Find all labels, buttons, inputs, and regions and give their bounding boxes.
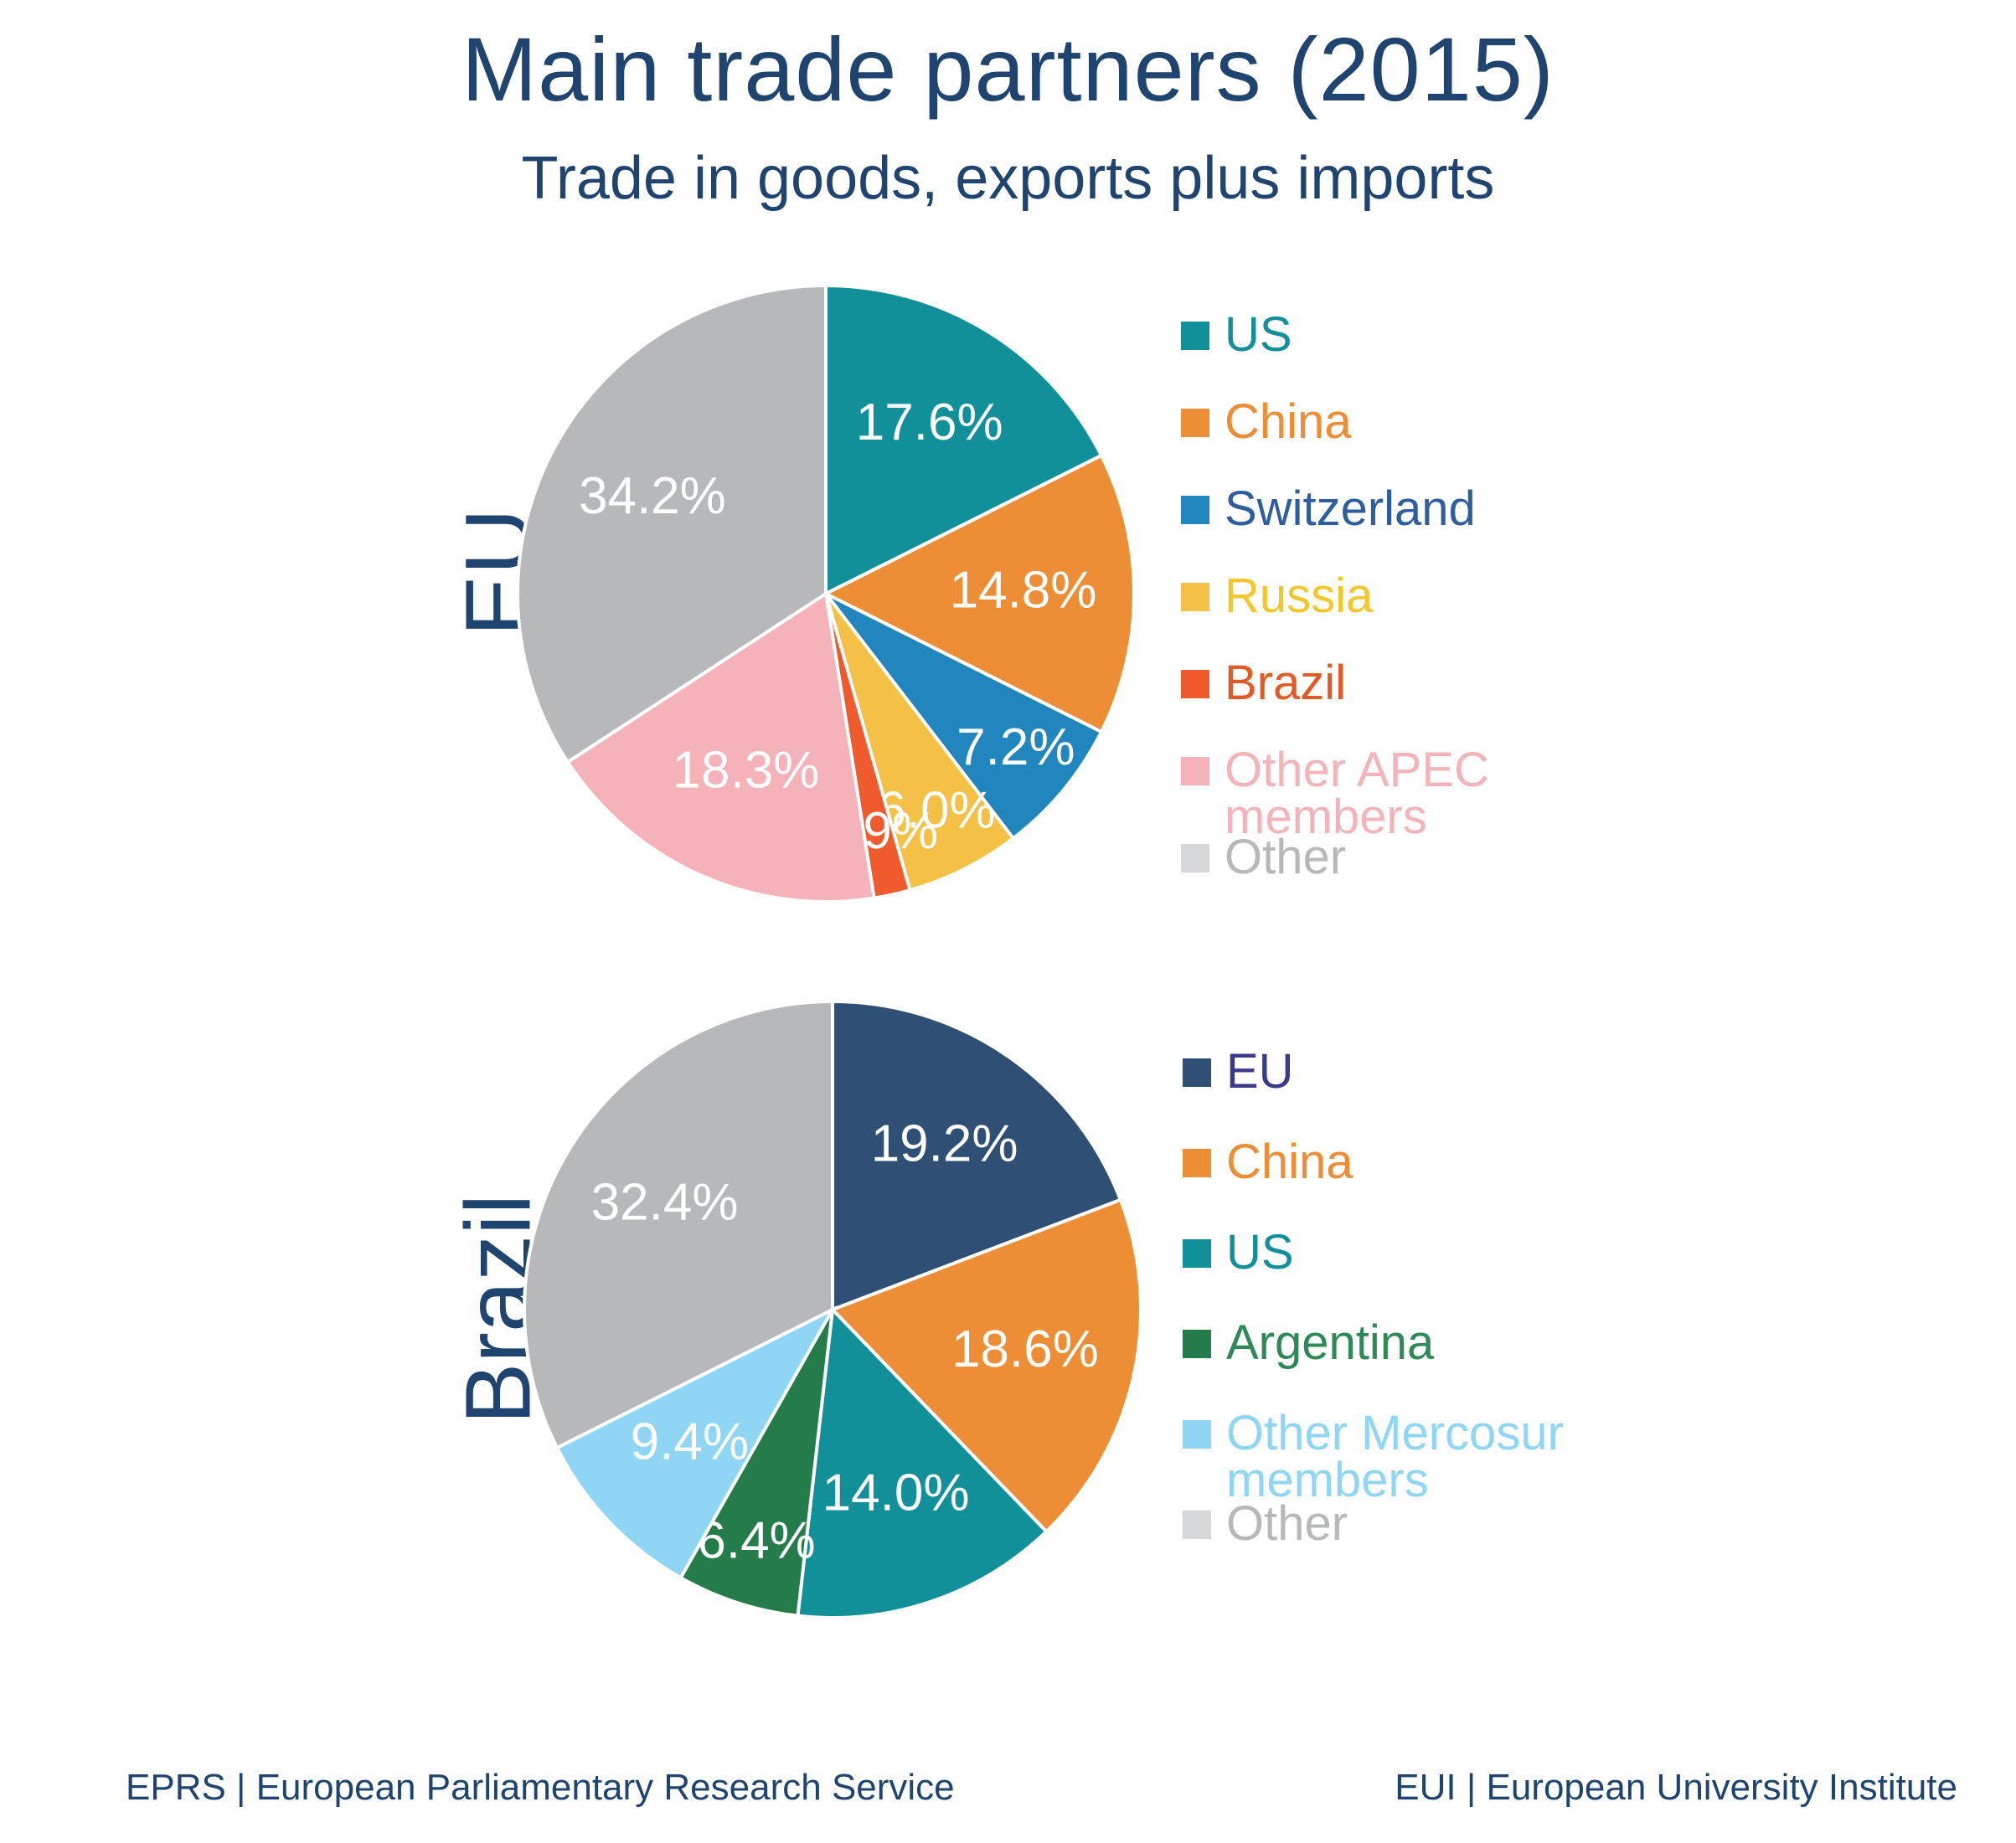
pie-slice-brazil-other-mercosur-members — [554, 1305, 837, 1580]
legend-label: Switzerland — [1225, 481, 1476, 536]
pie-slice-brazil-other — [523, 999, 834, 1450]
legend-item-eu-russia: Russia — [1181, 563, 1660, 650]
legend-label: Other — [1226, 1496, 1348, 1551]
pie-label-eu-switzerland: 7.2% — [956, 718, 1075, 776]
pie-label-brazil-other: 32.4% — [591, 1174, 739, 1232]
pie-label-eu-russia: 6.0% — [877, 782, 995, 840]
pie-slice-eu-switzerland — [824, 592, 1104, 841]
pie-label-brazil-other-mercosur-members: 9.4% — [631, 1413, 749, 1471]
legend-label: US — [1225, 307, 1292, 362]
legend-item-eu-switzerland: Switzerland — [1181, 476, 1660, 563]
pie-label-eu-us: 17.6% — [856, 394, 1003, 451]
pie-label-brazil-us: 14.0% — [822, 1464, 970, 1521]
chart-title: Main trade partners (2015) — [461, 18, 1555, 120]
footer-source-left: EPRS | European Parliamentary Research S… — [126, 1767, 955, 1808]
legend-label: Brazil — [1225, 656, 1347, 710]
legend-label: Argentina — [1226, 1315, 1435, 1370]
legend-swatch — [1181, 496, 1209, 524]
legend-item-eu-china: China — [1181, 389, 1660, 476]
pie-slice-brazil-us — [796, 1305, 1049, 1619]
legend-swatch — [1181, 757, 1209, 785]
legend-item-brazil-china: China — [1183, 1129, 1662, 1219]
pie-slice-eu-russia — [824, 592, 1016, 893]
legend-item-brazil-other: Other — [1183, 1490, 1662, 1581]
legend-swatch — [1183, 1420, 1211, 1449]
legend-label: Russia — [1225, 569, 1374, 623]
pie-label-brazil-eu: 19.2% — [871, 1115, 1018, 1172]
legend-label: China — [1226, 1135, 1353, 1189]
legend-label: US — [1226, 1225, 1294, 1279]
legend-eu: US China Switzerland Russia Brazil Other APEC… — [1181, 301, 1660, 911]
legend-item-eu-brazil: Brazil — [1181, 650, 1660, 737]
legend-swatch — [1183, 1058, 1211, 1087]
legend-swatch — [1183, 1330, 1211, 1358]
pie-slice-eu-china — [822, 453, 1136, 734]
pie-label-eu-other-apec-members: 18.3% — [673, 742, 820, 800]
legend-label: EU — [1226, 1044, 1294, 1099]
legend-swatch — [1181, 409, 1209, 437]
pie-label-eu-other: 34.2% — [579, 467, 726, 525]
pie-slice-eu-us — [824, 283, 1104, 597]
legend-swatch — [1183, 1239, 1211, 1268]
legend-label: Other APEC members — [1225, 743, 1489, 844]
legend-label: Other Mercosur members — [1226, 1406, 1564, 1507]
legend-swatch — [1183, 1511, 1211, 1539]
legend-item-eu-other: Other — [1181, 824, 1660, 911]
legend-swatch — [1181, 670, 1209, 698]
legend-item-brazil-eu: EU — [1183, 1038, 1662, 1129]
legend-label: Other — [1225, 830, 1347, 884]
pie-slice-eu-other-apec-members — [565, 590, 876, 903]
pie-slice-eu-other — [516, 283, 828, 764]
pie-label-eu-china: 14.8% — [950, 561, 1097, 619]
pie-slice-brazil-argentina — [678, 1309, 834, 1618]
footer-source-right: EUI | European University Institute — [1395, 1767, 1957, 1808]
pie-slice-brazil-china — [829, 1197, 1142, 1534]
pie-slice-brazil-eu — [831, 999, 1123, 1312]
legend-item-eu-us: US — [1181, 301, 1660, 389]
legend-swatch — [1181, 583, 1209, 611]
legend-label: China — [1225, 394, 1352, 449]
pie-label-brazil-china: 18.6% — [951, 1320, 1099, 1378]
legend-item-brazil-argentina: Argentina — [1183, 1310, 1662, 1400]
legend-item-brazil-other-mercosur-members: Other Mercosur members — [1183, 1400, 1662, 1505]
legend-item-eu-other-apec-members: Other APEC members — [1181, 737, 1660, 842]
legend-swatch — [1183, 1149, 1211, 1177]
legend-brazil: EU China US Argentina Other Mercosur members… — [1183, 1038, 1662, 1581]
legend-swatch — [1181, 844, 1209, 873]
pie-label-brazil-argentina: 6.4% — [697, 1511, 815, 1569]
legend-item-brazil-us: US — [1183, 1219, 1662, 1310]
chart-subtitle: Trade in goods, exports plus imports — [521, 145, 1495, 212]
legend-swatch — [1181, 322, 1209, 350]
